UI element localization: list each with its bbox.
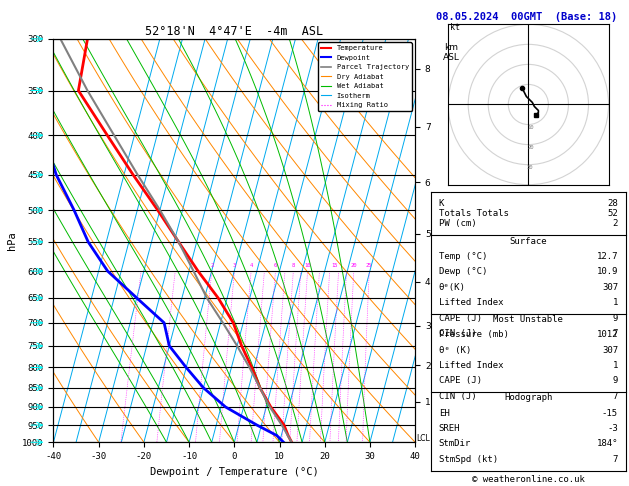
Text: Temp (°C): Temp (°C): [438, 252, 487, 261]
Text: 28: 28: [608, 199, 618, 208]
Text: 9: 9: [613, 377, 618, 385]
Text: LCL: LCL: [416, 434, 430, 443]
Text: 2: 2: [613, 219, 618, 227]
Legend: Temperature, Dewpoint, Parcel Trajectory, Dry Adiabat, Wet Adiabat, Isotherm, Mi: Temperature, Dewpoint, Parcel Trajectory…: [318, 42, 411, 111]
Text: 307: 307: [602, 283, 618, 292]
Text: 10: 10: [304, 263, 311, 268]
Text: 1: 1: [613, 361, 618, 370]
Text: 52: 52: [608, 209, 618, 218]
Text: CAPE (J): CAPE (J): [438, 313, 482, 323]
Text: -15: -15: [602, 409, 618, 417]
Text: 30: 30: [527, 165, 533, 170]
Text: θᵉ(K): θᵉ(K): [438, 283, 465, 292]
Text: 10.9: 10.9: [596, 267, 618, 277]
Text: K: K: [438, 199, 444, 208]
Text: 25: 25: [366, 263, 372, 268]
Text: 20: 20: [350, 263, 357, 268]
Text: Hodograph: Hodograph: [504, 393, 552, 402]
Text: CIN (J): CIN (J): [438, 329, 476, 338]
Text: 7: 7: [613, 455, 618, 464]
Text: StmDir: StmDir: [438, 439, 471, 448]
Text: PW (cm): PW (cm): [438, 219, 476, 227]
Text: CIN (J): CIN (J): [438, 392, 476, 401]
Text: 6: 6: [274, 263, 277, 268]
Text: © weatheronline.co.uk: © weatheronline.co.uk: [472, 474, 585, 484]
Text: 9: 9: [613, 313, 618, 323]
Text: Most Unstable: Most Unstable: [493, 315, 564, 324]
Text: Lifted Index: Lifted Index: [438, 361, 503, 370]
Text: Pressure (mb): Pressure (mb): [438, 330, 508, 339]
Text: 184°: 184°: [596, 439, 618, 448]
Text: CAPE (J): CAPE (J): [438, 377, 482, 385]
Text: EH: EH: [438, 409, 449, 417]
Text: Lifted Index: Lifted Index: [438, 298, 503, 307]
Text: 4: 4: [250, 263, 253, 268]
Text: Dewp (°C): Dewp (°C): [438, 267, 487, 277]
Text: 7: 7: [613, 392, 618, 401]
Text: SREH: SREH: [438, 424, 460, 433]
Text: 20: 20: [527, 145, 533, 150]
Text: Surface: Surface: [509, 237, 547, 246]
Text: 12.7: 12.7: [596, 252, 618, 261]
Text: 1: 1: [613, 298, 618, 307]
Text: 3: 3: [233, 263, 236, 268]
Title: 52°18'N  4°47'E  -4m  ASL: 52°18'N 4°47'E -4m ASL: [145, 25, 323, 38]
X-axis label: Dewpoint / Temperature (°C): Dewpoint / Temperature (°C): [150, 467, 319, 477]
Text: 2: 2: [210, 263, 213, 268]
Text: Totals Totals: Totals Totals: [438, 209, 508, 218]
Text: 08.05.2024  00GMT  (Base: 18): 08.05.2024 00GMT (Base: 18): [436, 12, 617, 22]
Text: -3: -3: [608, 424, 618, 433]
Text: 8: 8: [292, 263, 295, 268]
Y-axis label: km
ASL: km ASL: [443, 43, 460, 62]
Text: 7: 7: [613, 329, 618, 338]
Text: 10: 10: [527, 124, 533, 130]
Text: 15: 15: [331, 263, 338, 268]
Y-axis label: hPa: hPa: [7, 231, 17, 250]
Text: 307: 307: [602, 346, 618, 355]
Text: StmSpd (kt): StmSpd (kt): [438, 455, 498, 464]
Text: θᵉ (K): θᵉ (K): [438, 346, 471, 355]
Text: kt: kt: [450, 23, 460, 32]
Text: 1012: 1012: [596, 330, 618, 339]
